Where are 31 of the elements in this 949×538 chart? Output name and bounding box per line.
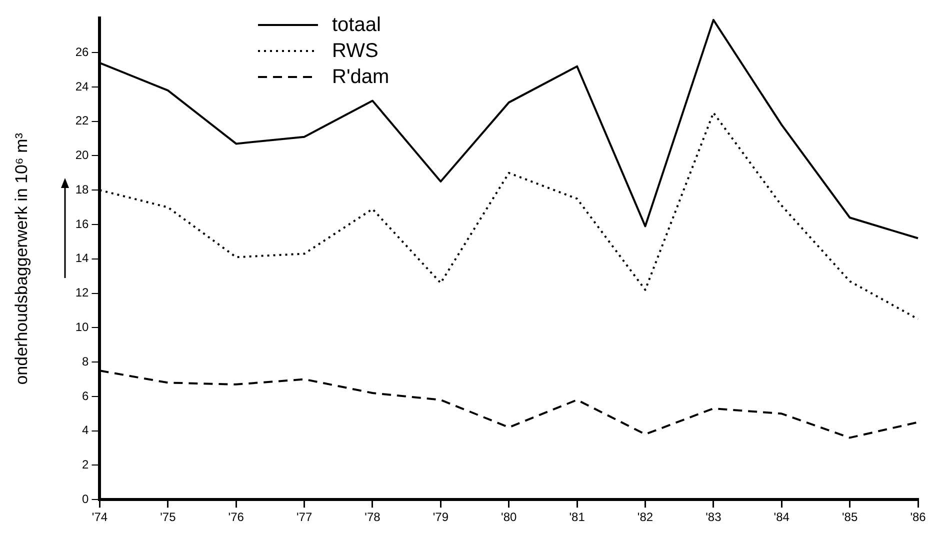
- y-tick-label: 22: [75, 114, 90, 128]
- x-tick-label: '74: [92, 510, 108, 524]
- y-tick-label: 2: [82, 458, 90, 472]
- x-tick-label: '82: [637, 510, 654, 524]
- y-tick-label: 12: [75, 286, 90, 300]
- x-tick-label: '78: [364, 510, 381, 524]
- x-tick-label: '83: [706, 510, 722, 524]
- x-tick-label: '86: [910, 510, 926, 524]
- y-tick-label: 24: [75, 79, 90, 94]
- x-tick-label: '79: [432, 510, 449, 524]
- y-tick-label: 10: [75, 320, 90, 334]
- legend-label: RWS: [332, 40, 378, 62]
- legend-label: totaal: [332, 14, 381, 36]
- x-tick-label: '75: [160, 510, 176, 524]
- y-tick-label: 4: [82, 423, 90, 438]
- x-tick-label: '81: [569, 510, 586, 524]
- y-tick-label: 6: [82, 388, 90, 403]
- x-tick-label: '77: [296, 510, 312, 524]
- y-tick-label: 26: [75, 44, 90, 59]
- y-tick-label: 14: [75, 251, 90, 266]
- x-tick-label: '76: [228, 510, 244, 524]
- x-tick-label: '85: [842, 510, 858, 524]
- y-tick-label: 20: [75, 148, 90, 162]
- y-tick-label: 16: [75, 216, 90, 231]
- y-tick-label: 8: [82, 354, 90, 368]
- y-tick-label: 18: [75, 182, 90, 196]
- x-tick-label: '80: [501, 510, 518, 524]
- y-axis-title: onderhoudsbaggerwerk in 10⁶ m³: [12, 132, 31, 385]
- legend-label: R'dam: [332, 66, 390, 88]
- x-tick-label: '84: [774, 510, 790, 524]
- y-tick-label: 0: [82, 492, 90, 506]
